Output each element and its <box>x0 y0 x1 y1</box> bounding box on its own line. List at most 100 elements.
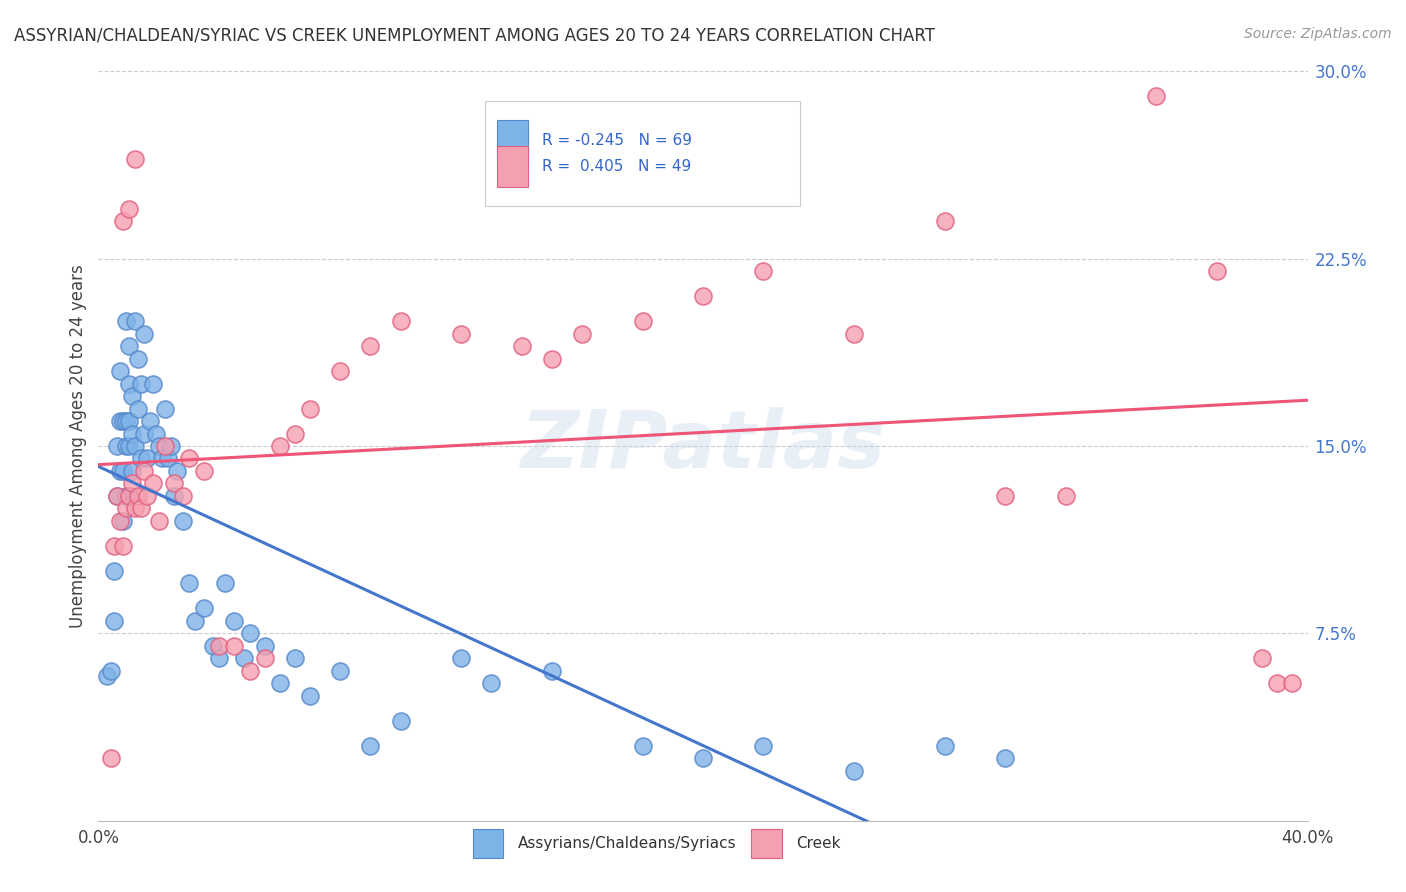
Bar <box>485 102 800 206</box>
Point <box>127 401 149 416</box>
Point <box>450 651 472 665</box>
Point <box>360 339 382 353</box>
Point <box>163 476 186 491</box>
Point <box>108 414 131 428</box>
Point <box>105 489 128 503</box>
Point <box>139 414 162 428</box>
Point <box>179 451 201 466</box>
Point <box>121 389 143 403</box>
Point <box>118 489 141 503</box>
Point <box>232 651 254 665</box>
Point <box>239 664 262 678</box>
Point <box>540 664 562 678</box>
Bar <box>751 830 782 858</box>
Point <box>1206 264 1229 278</box>
Point <box>179 576 201 591</box>
Point <box>184 614 207 628</box>
Point <box>114 414 136 428</box>
Y-axis label: Unemployment Among Ages 20 to 24 years: Unemployment Among Ages 20 to 24 years <box>69 264 87 628</box>
Point <box>540 351 562 366</box>
Point <box>253 639 276 653</box>
Point <box>450 326 472 341</box>
Point <box>111 214 134 228</box>
Point <box>692 289 714 303</box>
Point <box>160 439 183 453</box>
Point <box>114 439 136 453</box>
Point <box>156 451 179 466</box>
Point <box>692 751 714 765</box>
Bar <box>474 830 503 858</box>
Point <box>121 426 143 441</box>
Point <box>132 426 155 441</box>
Point <box>329 664 352 678</box>
Point <box>163 489 186 503</box>
Point <box>103 614 125 628</box>
Point <box>752 739 775 753</box>
Point <box>118 376 141 391</box>
Point <box>994 751 1017 765</box>
Point <box>100 664 122 678</box>
Text: R = -0.245   N = 69: R = -0.245 N = 69 <box>543 133 692 148</box>
Point <box>153 439 176 453</box>
Point <box>129 376 152 391</box>
Point <box>100 751 122 765</box>
Point <box>481 676 503 690</box>
Point <box>208 651 231 665</box>
Point <box>150 451 173 466</box>
Point <box>121 464 143 478</box>
Point <box>269 676 291 690</box>
Point <box>132 326 155 341</box>
Point <box>631 314 654 328</box>
Point <box>111 464 134 478</box>
Point <box>934 739 956 753</box>
Point <box>202 639 225 653</box>
Point <box>360 739 382 753</box>
Point <box>135 451 157 466</box>
Text: Assyrians/Chaldeans/Syriacs: Assyrians/Chaldeans/Syriacs <box>517 836 737 851</box>
Point <box>132 464 155 478</box>
Point <box>145 426 167 441</box>
Point <box>389 314 412 328</box>
Point <box>172 489 194 503</box>
Point <box>105 489 128 503</box>
Text: ASSYRIAN/CHALDEAN/SYRIAC VS CREEK UNEMPLOYMENT AMONG AGES 20 TO 24 YEARS CORRELA: ASSYRIAN/CHALDEAN/SYRIAC VS CREEK UNEMPL… <box>14 27 935 45</box>
Point <box>510 339 533 353</box>
Point <box>193 464 215 478</box>
Point <box>631 739 654 753</box>
Point <box>1054 489 1077 503</box>
Point <box>214 576 236 591</box>
Point <box>224 639 246 653</box>
Point <box>142 376 165 391</box>
Point <box>124 152 146 166</box>
Point <box>299 689 322 703</box>
Point <box>118 339 141 353</box>
Point <box>142 476 165 491</box>
Point <box>111 414 134 428</box>
Point <box>1144 89 1167 103</box>
Point <box>127 351 149 366</box>
Text: R =  0.405   N = 49: R = 0.405 N = 49 <box>543 160 692 175</box>
Point <box>571 326 593 341</box>
Point <box>389 714 412 728</box>
Point <box>224 614 246 628</box>
Point <box>844 326 866 341</box>
Text: ZIPatlas: ZIPatlas <box>520 407 886 485</box>
Point <box>253 651 276 665</box>
Point <box>934 214 956 228</box>
Point <box>118 414 141 428</box>
Point <box>299 401 322 416</box>
Point <box>239 626 262 640</box>
Point <box>96 669 118 683</box>
Point <box>193 601 215 615</box>
Point <box>103 564 125 578</box>
Point <box>284 426 307 441</box>
Point <box>111 514 134 528</box>
Point <box>153 401 176 416</box>
Point <box>114 314 136 328</box>
Point <box>1267 676 1289 690</box>
Point <box>129 501 152 516</box>
Point <box>118 439 141 453</box>
Point <box>124 501 146 516</box>
Point <box>135 489 157 503</box>
Point <box>114 501 136 516</box>
